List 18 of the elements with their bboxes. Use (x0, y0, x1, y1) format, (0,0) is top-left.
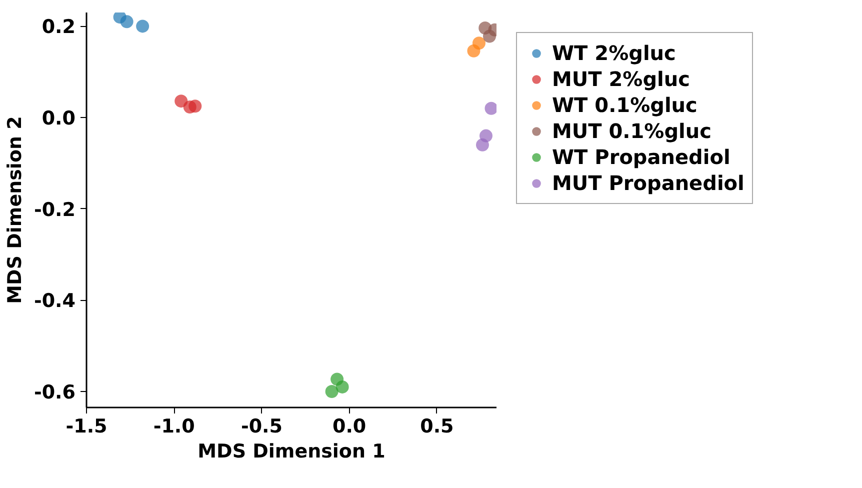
legend-label: WT 0.1%gluc (552, 93, 698, 117)
legend-label: MUT Propanediol (552, 171, 744, 195)
legend-label: WT 2%gluc (552, 41, 676, 65)
y-tick-label: -0.4 (34, 290, 76, 312)
x-tick-label: 0.5 (420, 416, 454, 438)
y-tick-label: -0.6 (34, 382, 76, 404)
y-tick-label: -0.2 (34, 198, 76, 221)
x-tick-label: 0.0 (332, 416, 366, 438)
x-tick-label: -1.0 (153, 416, 195, 438)
x-axis-title: MDS Dimension 1 (198, 440, 386, 462)
legend-label: WT Propanediol (552, 145, 730, 169)
x-tick-label: -0.5 (240, 416, 282, 438)
y-tick-label: 0.0 (42, 108, 76, 130)
x-tick-label: -1.5 (66, 416, 108, 438)
legend-label: MUT 0.1%gluc (552, 119, 712, 143)
y-axis-title: MDS Dimension 2 (4, 116, 26, 304)
legend-label: MUT 2%gluc (552, 67, 690, 91)
y-tick-label: 0.2 (42, 16, 76, 38)
